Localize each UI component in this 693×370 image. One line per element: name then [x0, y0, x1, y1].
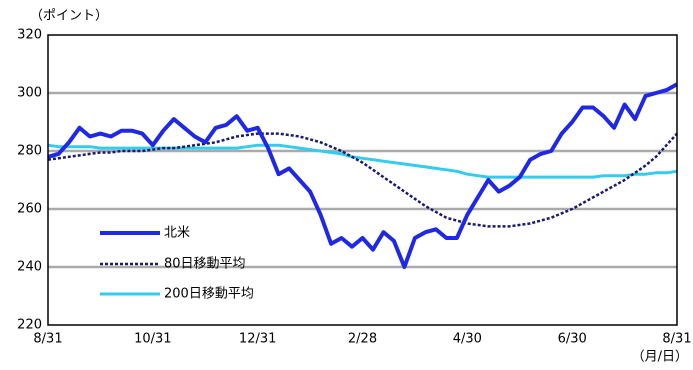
y-tick-label: 260: [17, 202, 42, 217]
legend-label: 80日移動平均: [164, 257, 246, 272]
x-tick-label: 12/31: [239, 332, 276, 347]
legend-label: 200日移動平均: [164, 287, 254, 302]
plot-frame: [47, 34, 678, 326]
legend-label: 北米: [164, 226, 190, 241]
series-line: [47, 82, 678, 269]
x-tick-label: 10/31: [134, 332, 171, 347]
y-tick-label: 300: [17, 86, 42, 101]
y-tick-label: 220: [17, 318, 42, 333]
y-tick-label: 320: [17, 28, 42, 43]
x-tick-label: 2/28: [348, 332, 377, 347]
x-tick-label: 8/31: [662, 332, 691, 347]
y-axis-label: （ポイント）: [30, 9, 108, 24]
series-line: [47, 143, 678, 179]
x-axis-label: （月/日）: [632, 350, 688, 365]
y-tick-label: 280: [17, 144, 42, 159]
y-tick-label: 240: [17, 260, 42, 275]
x-tick-label: 8/31: [33, 332, 62, 347]
x-tick-label: 4/30: [453, 332, 482, 347]
x-tick-label: 6/30: [558, 332, 587, 347]
series-line: [47, 132, 678, 228]
